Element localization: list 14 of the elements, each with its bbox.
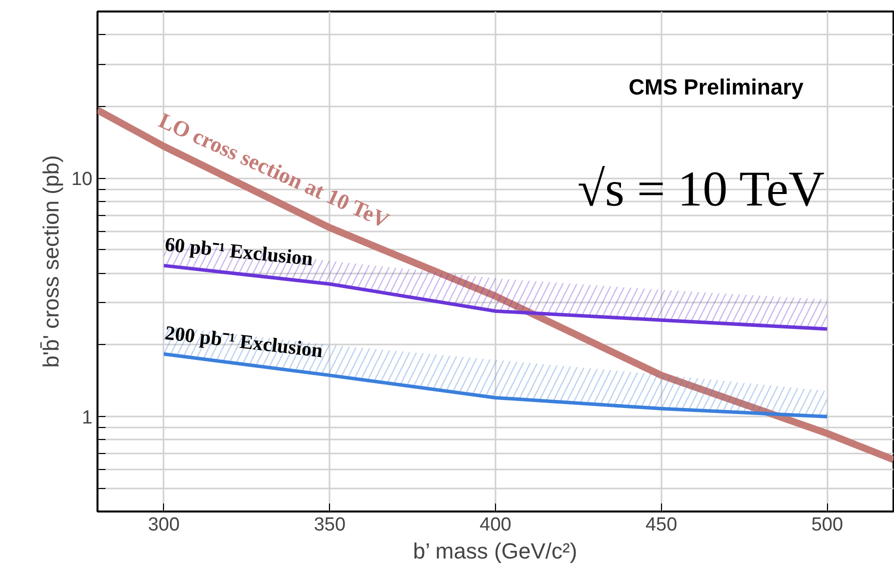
text: LO cross section at 10 TeV (155, 108, 394, 234)
x-axis-title: b’ mass (GeV/c²) (412, 538, 578, 564)
x-tick-label: 350 (314, 514, 346, 536)
x-tick-label: 400 (480, 514, 512, 536)
x-tick-label: 300 (148, 514, 180, 536)
annotation: √s = 10 TeV (578, 160, 825, 216)
x-tick-label: 500 (811, 514, 844, 536)
y-axis-title: b'b̄' cross section (pb) (38, 155, 64, 368)
x-tick-label: 450 (645, 514, 678, 536)
y-tick-label: 1 (82, 408, 93, 429)
annotation: CMS Preliminary (628, 74, 804, 100)
text: 200 pb⁻¹ Exclusion (164, 322, 324, 362)
text: 60 pb⁻¹ Exclusion (164, 234, 314, 270)
y-tick-label: 10 (71, 169, 93, 190)
